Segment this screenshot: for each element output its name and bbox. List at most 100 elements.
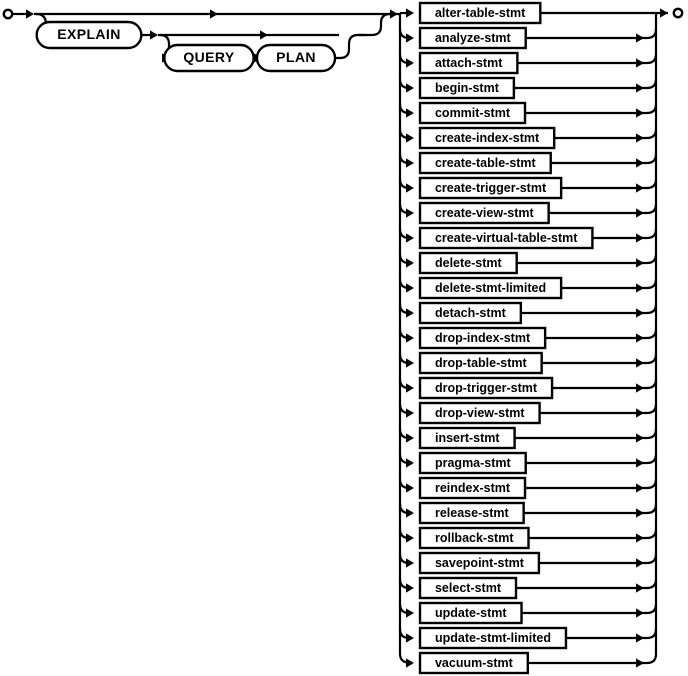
nonterminal-box-create-view-stmt[interactable] — [418, 201, 550, 225]
alt-exit-rail — [550, 153, 658, 165]
arrow-head-icon — [406, 633, 414, 643]
alt-exit-rail — [525, 103, 658, 115]
nonterminal-label-savepoint-stmt: savepoint-stmt — [435, 556, 525, 570]
arrow-head-icon — [406, 508, 414, 518]
nonterminal-label-create-view-stmt: create-view-stmt — [435, 206, 534, 220]
end-terminal-circle — [672, 7, 684, 19]
nonterminal-label-update-stmt-limited: update-stmt-limited — [435, 631, 551, 645]
nonterminal-box-analyze-stmt[interactable] — [418, 26, 527, 50]
alt-exit-rail — [548, 203, 658, 215]
nonterminal-box-create-index-stmt[interactable] — [418, 126, 556, 150]
alt-exit-rail — [521, 603, 658, 615]
nonterminal-box-detach-stmt[interactable] — [418, 301, 523, 325]
arrow-head-icon — [636, 83, 644, 93]
nonterminal-box-delete-stmt[interactable] — [418, 251, 518, 275]
keyword-oval-explain[interactable] — [35, 20, 143, 50]
nonterminal-box-update-stmt[interactable] — [418, 601, 523, 625]
nonterminal-box-create-trigger-stmt[interactable] — [418, 176, 563, 200]
nonterminal-label-create-index-stmt: create-index-stmt — [435, 131, 540, 145]
nonterminal-box-drop-table-stmt[interactable] — [418, 351, 543, 375]
arrow-head-icon — [406, 408, 414, 418]
keyword-label-explain: EXPLAIN — [57, 26, 120, 42]
nonterminal-box-select-stmt[interactable] — [418, 576, 518, 600]
arrow-head-icon — [636, 658, 644, 668]
alt-exit-rail — [545, 328, 658, 340]
alt-exit-rail — [520, 303, 658, 315]
nonterminal-box-pragma-stmt[interactable] — [418, 451, 527, 475]
nonterminal-box-create-table-stmt[interactable] — [418, 151, 552, 175]
alt-exit-rail — [523, 503, 658, 515]
nonterminal-box-create-virtual-table-stmt[interactable] — [418, 226, 594, 250]
arrow-head-icon — [406, 608, 414, 618]
alt-exit-rail — [513, 78, 658, 90]
nonterminal-box-rollback-stmt[interactable] — [418, 526, 530, 550]
nonterminal-box-commit-stmt[interactable] — [418, 101, 527, 125]
arrow-head-icon — [406, 483, 414, 493]
alt-exit-rail — [592, 228, 658, 240]
alt-exit-rail — [541, 353, 658, 365]
arrow-head-icon — [406, 233, 414, 243]
arrow-head-icon — [636, 633, 644, 643]
nonterminal-box-update-stmt-limited[interactable] — [418, 626, 568, 650]
nonterminal-box-begin-stmt[interactable] — [418, 76, 516, 100]
arrow-head-icon — [406, 558, 414, 568]
arrow-head-icon — [636, 183, 644, 193]
arrow-head-icon — [406, 58, 414, 68]
arrow-head-icon — [636, 383, 644, 393]
nonterminal-label-attach-stmt: attach-stmt — [435, 56, 503, 70]
nonterminal-box-insert-stmt[interactable] — [418, 426, 516, 450]
keyword-oval-plan[interactable] — [255, 43, 337, 73]
alt-exit-rail — [554, 128, 658, 140]
arrow-head-icon — [406, 458, 414, 468]
keyword-oval-query[interactable] — [163, 43, 255, 73]
alt-exit-rail — [528, 528, 658, 540]
nonterminal-box-vacuum-stmt[interactable] — [418, 651, 529, 675]
arrow-head-icon — [406, 383, 414, 393]
arrow-head-icon — [406, 583, 414, 593]
nonterminal-label-select-stmt: select-stmt — [435, 581, 502, 595]
alt-exit-rail — [514, 428, 658, 440]
arrow-head-icon — [660, 8, 668, 18]
arrow-head-icon — [636, 558, 644, 568]
keyword-label-query: QUERY — [183, 49, 235, 65]
nonterminal-box-drop-trigger-stmt[interactable] — [418, 376, 554, 400]
nonterminal-box-drop-index-stmt[interactable] — [418, 326, 547, 350]
alt-exit-rail — [561, 178, 658, 190]
arrow-head-icon — [636, 258, 644, 268]
nonterminal-label-rollback-stmt: rollback-stmt — [435, 531, 514, 545]
arrow-head-icon — [406, 83, 414, 93]
arrow-head-icon — [260, 30, 268, 40]
nonterminal-label-vacuum-stmt: vacuum-stmt — [435, 656, 514, 670]
nonterminal-box-release-stmt[interactable] — [418, 501, 525, 525]
arrow-head-icon — [406, 258, 414, 268]
nonterminal-label-commit-stmt: commit-stmt — [435, 106, 511, 120]
arrow-head-icon — [636, 33, 644, 43]
alt-exit-rail — [538, 553, 658, 565]
arrow-head-icon — [636, 408, 644, 418]
nonterminal-label-begin-stmt: begin-stmt — [435, 81, 500, 95]
nonterminal-label-delete-stmt-limited: delete-stmt-limited — [435, 281, 546, 295]
nonterminal-box-attach-stmt[interactable] — [418, 51, 519, 75]
nonterminal-label-reindex-stmt: reindex-stmt — [435, 481, 511, 495]
nonterminal-label-drop-view-stmt: drop-view-stmt — [435, 406, 525, 420]
arrow-head-icon — [406, 358, 414, 368]
nonterminal-box-alter-table-stmt[interactable] — [418, 1, 542, 25]
arrow-head-icon — [636, 158, 644, 168]
nonterminal-label-pragma-stmt: pragma-stmt — [435, 456, 512, 470]
alt-exit-rail — [525, 478, 658, 490]
nonterminal-box-reindex-stmt[interactable] — [418, 476, 527, 500]
alt-exit-rail — [516, 253, 658, 265]
nonterminal-box-delete-stmt-limited[interactable] — [418, 276, 563, 300]
arrow-head-icon — [406, 183, 414, 193]
alt-exit-rail — [515, 578, 658, 590]
nonterminal-box-savepoint-stmt[interactable] — [418, 551, 541, 575]
arrow-head-icon — [636, 508, 644, 518]
nonterminal-label-delete-stmt: delete-stmt — [435, 256, 503, 270]
nonterminal-label-alter-table-stmt: alter-table-stmt — [435, 6, 526, 20]
alt-exit-rail — [539, 403, 658, 415]
nonterminal-label-release-stmt: release-stmt — [435, 506, 509, 520]
arrow-head-icon — [406, 208, 414, 218]
nonterminal-box-drop-view-stmt[interactable] — [418, 401, 541, 425]
